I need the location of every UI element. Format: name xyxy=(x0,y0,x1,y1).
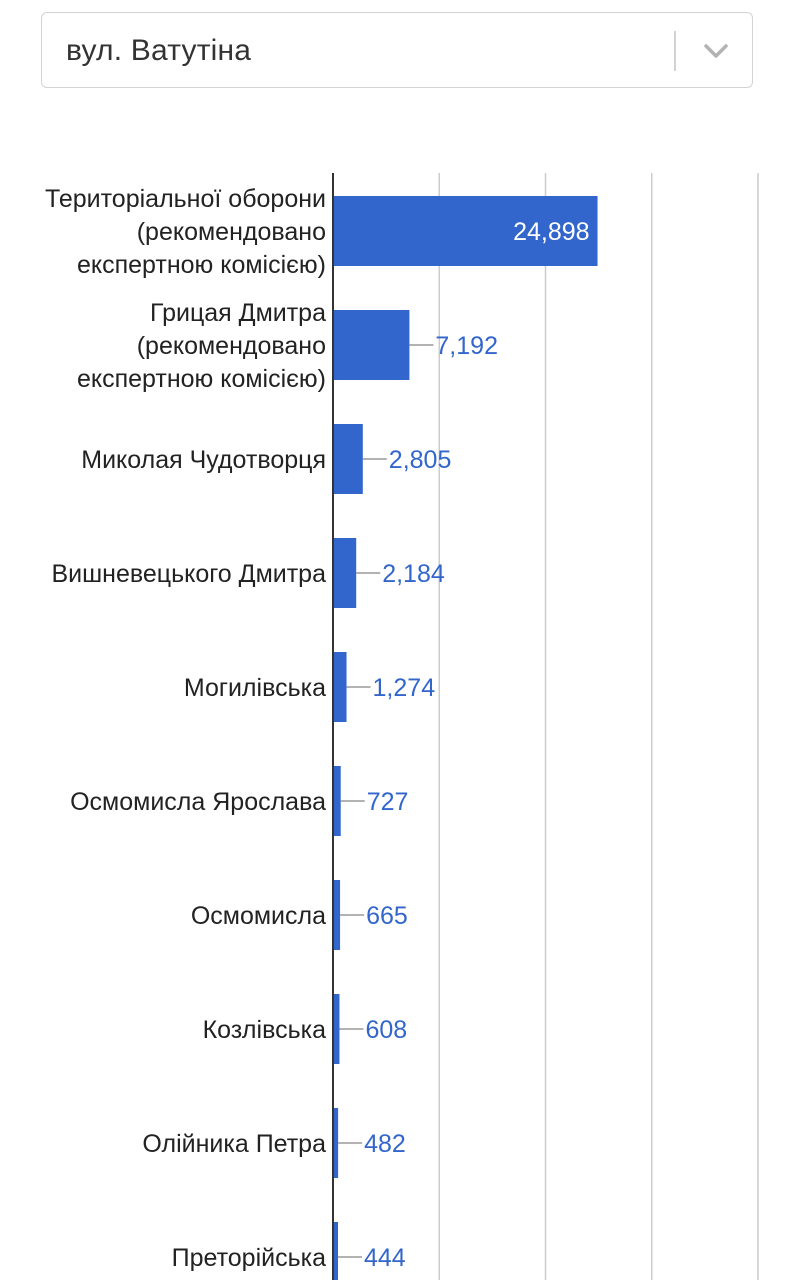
category-label: (рекомендовано xyxy=(137,332,326,360)
category-label: (рекомендовано xyxy=(137,218,326,246)
category-label: Миколая Чудотворця xyxy=(81,446,326,474)
category-label: Преторійська xyxy=(172,1244,326,1272)
data-label: 444 xyxy=(364,1244,406,1272)
category-label: Олійника Петра xyxy=(142,1130,326,1158)
category-label: Територіальної оборони xyxy=(45,185,326,213)
category-label: Козлівська xyxy=(203,1016,327,1044)
bar xyxy=(333,424,363,494)
bar xyxy=(333,310,410,380)
bar xyxy=(333,1222,338,1280)
category-labels: Територіальної оборони (рекомендовано експ… xyxy=(45,185,326,1272)
category-label: Осмомисла Ярослава xyxy=(70,788,326,816)
category-label: експертною комісією) xyxy=(77,365,326,393)
select-separator xyxy=(674,31,676,71)
street-select-value: вул. Ватутіна xyxy=(66,34,252,67)
bar xyxy=(333,1108,339,1178)
data-label: 2,805 xyxy=(389,446,452,474)
street-select[interactable]: вул. Ватутіна xyxy=(41,12,753,88)
data-label: 7,192 xyxy=(435,332,498,360)
data-label: 2,184 xyxy=(382,560,445,588)
bar xyxy=(333,652,347,722)
bar xyxy=(333,880,341,950)
bar xyxy=(333,196,598,266)
bar xyxy=(333,994,340,1064)
bars: 24,898 7,192 2,805 2,184 1,274 727 665 608 482 44… xyxy=(333,196,598,1280)
data-label: 482 xyxy=(364,1130,406,1158)
category-label: Осмомисла xyxy=(191,902,326,930)
data-label: 1,274 xyxy=(373,674,436,702)
category-label: Грицая Дмитра xyxy=(150,299,326,327)
category-label: експертною комісією) xyxy=(77,251,326,279)
bar xyxy=(333,766,341,836)
data-label: 24,898 xyxy=(513,218,589,246)
bar xyxy=(333,538,357,608)
data-label: 665 xyxy=(366,902,408,930)
category-label: Могилівська xyxy=(184,674,326,702)
grid-lines xyxy=(438,173,759,1280)
data-label: 608 xyxy=(365,1016,407,1044)
category-label: Вишневецького Дмитра xyxy=(51,560,326,588)
chevron-down-icon[interactable] xyxy=(694,29,738,73)
data-label: 727 xyxy=(367,788,409,816)
